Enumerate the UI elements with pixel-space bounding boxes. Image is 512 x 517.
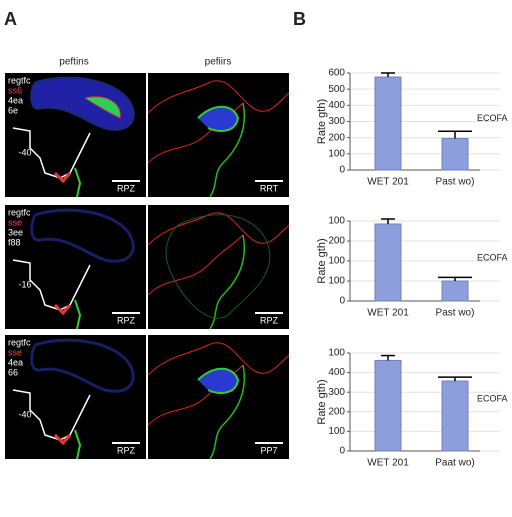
column-header: pefiirs xyxy=(205,57,232,68)
y-tick-label: 300 xyxy=(328,387,345,398)
side-label: ECOFA xyxy=(477,252,508,262)
y-tick-label: 100 xyxy=(328,426,345,437)
y-tick-label: 300 xyxy=(328,116,345,127)
image-background xyxy=(148,335,289,459)
trace-green xyxy=(74,429,82,460)
trace-white xyxy=(12,127,91,179)
depth-label: -16 xyxy=(18,279,31,289)
y-tick-label: 100 xyxy=(328,216,345,227)
bar xyxy=(374,359,402,452)
side-label: ECOFA xyxy=(477,393,508,403)
x-tick-label: Past wo) xyxy=(436,177,475,188)
x-tick-label: Paat wo) xyxy=(435,458,474,469)
micrograph: RPZ xyxy=(147,205,290,330)
scale-label: PP7 xyxy=(260,445,277,455)
channel-label: f88 xyxy=(8,237,21,247)
y-axis-label: Rate gth) xyxy=(316,99,328,144)
channel-label: regtfc xyxy=(8,207,31,217)
channel-label: regtfc xyxy=(8,75,31,85)
bar xyxy=(374,223,402,302)
scale-label: RPZ xyxy=(117,315,136,325)
y-tick-label: 100 xyxy=(328,256,345,267)
side-label: ECOFA xyxy=(477,113,508,123)
channel-label: 4ea xyxy=(8,357,23,367)
image-background xyxy=(5,335,146,459)
trace-white xyxy=(12,389,91,441)
panel-label: B xyxy=(293,9,306,29)
micrograph: RRT xyxy=(147,73,290,198)
hot-spot xyxy=(84,96,121,119)
trace-red xyxy=(53,171,72,184)
image-background xyxy=(148,73,289,197)
trace-green xyxy=(74,299,82,330)
blue-contour xyxy=(30,338,135,393)
trace-green xyxy=(74,167,82,198)
trace-red xyxy=(53,303,72,316)
y-tick-label: 400 xyxy=(328,367,345,378)
channel-label: 66 xyxy=(8,367,18,377)
channel-label: ss6 xyxy=(8,85,22,95)
blue-blob xyxy=(197,105,240,132)
bar xyxy=(374,76,402,171)
x-tick-label: WET 201 xyxy=(367,308,409,319)
blue-blob xyxy=(197,367,240,394)
image-background xyxy=(5,205,146,329)
channel-label: 6e xyxy=(8,105,18,115)
panel-label: A xyxy=(4,9,17,29)
green-outline xyxy=(165,214,271,319)
depth-label: -40 xyxy=(18,147,31,157)
y-tick-label: 200 xyxy=(328,236,345,247)
y-tick-label: 0 xyxy=(339,165,345,176)
x-tick-label: WET 201 xyxy=(367,177,409,188)
column-header: peftins xyxy=(59,57,88,68)
bar xyxy=(441,137,469,171)
channel-label: regtfc xyxy=(8,337,31,347)
y-tick-label: 0 xyxy=(339,446,345,457)
trace-red xyxy=(53,433,72,446)
x-tick-label: Past wo) xyxy=(436,308,475,319)
channel-label: sse xyxy=(8,217,22,227)
green-trace xyxy=(209,364,245,460)
y-tick-label: 200 xyxy=(328,132,345,143)
trace-white xyxy=(12,259,91,311)
channel-label: 4ea xyxy=(8,95,23,105)
scale-label: RRT xyxy=(260,183,279,193)
blue-contour xyxy=(30,76,135,131)
y-tick-label: 0 xyxy=(339,296,345,307)
image-background xyxy=(148,205,289,329)
y-tick-label: 500 xyxy=(328,84,345,95)
y-tick-label: 100 xyxy=(328,276,345,287)
channel-label: 3ee xyxy=(8,227,23,237)
channel-label: sse xyxy=(8,347,22,357)
green-trace xyxy=(209,102,245,198)
bar xyxy=(441,380,469,452)
bar xyxy=(441,280,469,302)
scale-label: RPZ xyxy=(117,445,136,455)
y-tick-label: 100 xyxy=(328,148,345,159)
y-axis-label: Rate gth) xyxy=(316,238,328,283)
y-tick-label: 400 xyxy=(328,100,345,111)
y-axis-label: Rate gth) xyxy=(316,379,328,424)
y-tick-label: 200 xyxy=(328,406,345,417)
micrograph: PP7 xyxy=(147,335,290,460)
depth-label: -40 xyxy=(18,409,31,419)
scale-label: RPZ xyxy=(117,183,136,193)
y-tick-label: 600 xyxy=(328,68,345,79)
blue-contour xyxy=(30,208,135,263)
x-tick-label: WET 201 xyxy=(367,458,409,469)
scale-label: RPZ xyxy=(260,315,279,325)
y-tick-label: 100 xyxy=(328,348,345,359)
